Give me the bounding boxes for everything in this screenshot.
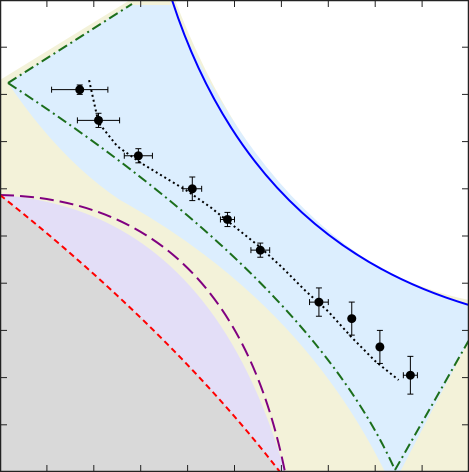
blue-boundary-curve xyxy=(171,0,469,306)
data-points-group xyxy=(51,84,418,395)
data-point-marker xyxy=(375,342,385,352)
data-point-marker xyxy=(93,115,103,125)
data-point-marker xyxy=(405,370,415,380)
green-boundary-right xyxy=(394,339,469,471)
green-boundary-lower xyxy=(7,82,396,471)
data-point-7 xyxy=(309,287,329,317)
data-point-4 xyxy=(182,176,203,202)
data-point-marker xyxy=(314,297,324,307)
data-point-marker xyxy=(75,85,85,95)
data-point-10 xyxy=(402,355,418,395)
data-point-marker xyxy=(347,314,357,324)
lightblue-region xyxy=(8,5,469,472)
data-point-marker xyxy=(255,245,265,255)
fit-curve-group xyxy=(88,79,400,381)
data-point-2 xyxy=(76,112,121,128)
data-point-3 xyxy=(123,148,153,164)
purple-boundary-curve xyxy=(0,194,286,472)
data-point-marker xyxy=(187,184,197,194)
data-point-9 xyxy=(375,329,385,364)
data-point-marker xyxy=(222,214,232,224)
data-point-6 xyxy=(250,242,271,258)
green-boundary-upper xyxy=(7,3,133,84)
fit-curve xyxy=(88,79,400,381)
data-point-5 xyxy=(219,211,235,228)
gray-region xyxy=(0,195,280,472)
data-point-1 xyxy=(51,84,109,95)
data-point-8 xyxy=(347,301,357,336)
data-point-marker xyxy=(133,151,143,161)
